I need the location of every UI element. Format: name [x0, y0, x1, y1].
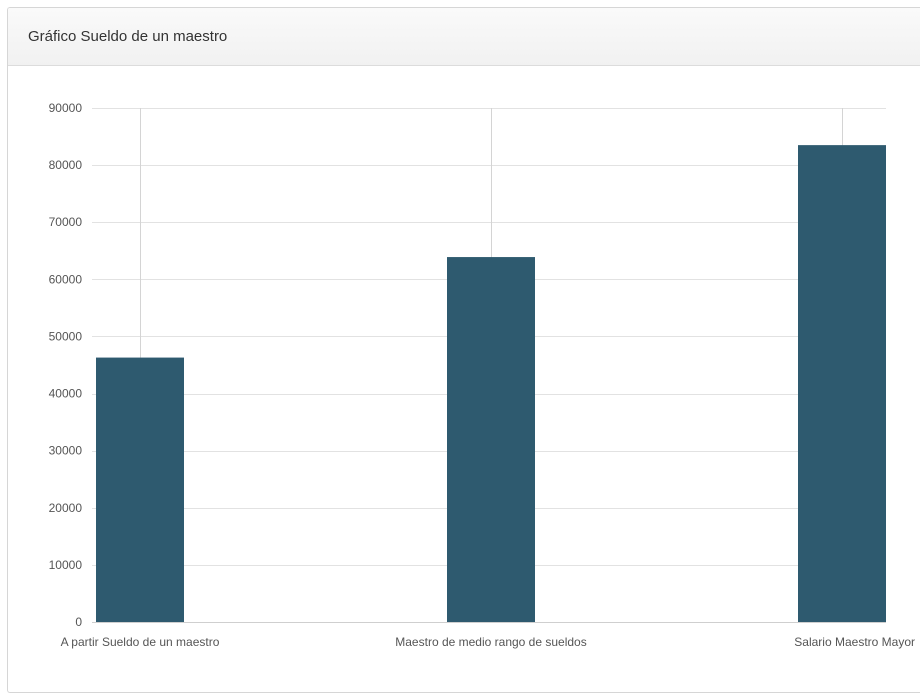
x-tick-label: A partir Sueldo de un maestro — [61, 635, 220, 649]
panel-header: Gráfico Sueldo de un maestro — [8, 8, 920, 66]
y-tick-label: 30000 — [49, 444, 83, 458]
y-tick-label: 20000 — [49, 501, 83, 515]
bars — [96, 145, 886, 622]
y-tick-label: 80000 — [49, 158, 83, 172]
y-tick-label: 90000 — [49, 101, 83, 115]
bar[interactable] — [96, 357, 184, 622]
x-tick-label: Salario Maestro Mayor — [794, 635, 915, 649]
y-tick-label: 50000 — [49, 329, 83, 343]
y-tick-label: 40000 — [49, 387, 83, 401]
y-tick-label: 0 — [75, 615, 82, 629]
y-tick-label: 70000 — [49, 215, 83, 229]
x-tick-label: Maestro de medio rango de sueldos — [395, 635, 586, 649]
y-tick-label: 10000 — [49, 558, 83, 572]
panel-title: Gráfico Sueldo de un maestro — [28, 28, 228, 45]
bar[interactable] — [798, 145, 886, 622]
x-axis-ticks: A partir Sueldo de un maestro Maestro de … — [61, 635, 915, 649]
y-axis-ticks: 0 10000 20000 30000 40000 50000 60000 70000 8000… — [49, 101, 83, 629]
bar[interactable] — [447, 257, 535, 622]
y-tick-label: 60000 — [49, 272, 83, 286]
